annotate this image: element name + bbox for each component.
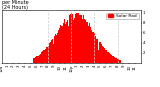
Text: Milwaukee Weather Solar Radiation
per Minute
(24 Hours): Milwaukee Weather Solar Radiation per Mi…: [2, 0, 89, 10]
Legend: Solar Rad: Solar Rad: [106, 13, 139, 19]
